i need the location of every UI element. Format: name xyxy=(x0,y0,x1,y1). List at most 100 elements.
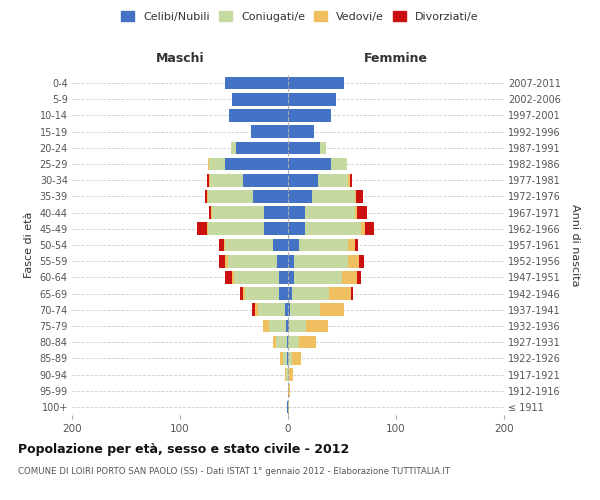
Bar xyxy=(288,142,320,154)
Bar xyxy=(288,288,292,300)
Bar xyxy=(288,190,312,202)
Bar xyxy=(288,126,314,138)
Bar xyxy=(242,174,288,186)
Bar xyxy=(287,336,288,348)
Bar xyxy=(292,288,329,300)
Bar xyxy=(224,238,226,252)
Bar xyxy=(355,238,358,252)
Bar xyxy=(288,158,331,170)
Bar xyxy=(320,142,326,154)
Y-axis label: Anni di nascita: Anni di nascita xyxy=(571,204,580,286)
Bar xyxy=(288,206,305,219)
Bar xyxy=(349,174,350,186)
Bar xyxy=(357,271,361,283)
Bar xyxy=(197,222,207,235)
Bar xyxy=(287,400,288,413)
Bar xyxy=(232,93,288,106)
Text: Popolazione per età, sesso e stato civile - 2012: Popolazione per età, sesso e stato civil… xyxy=(18,442,349,456)
Bar xyxy=(288,304,290,316)
Bar xyxy=(295,255,349,268)
Bar xyxy=(226,77,288,90)
Bar xyxy=(287,352,288,364)
Bar xyxy=(288,368,289,381)
Bar xyxy=(232,271,234,283)
Bar xyxy=(285,304,288,316)
Bar xyxy=(226,255,227,268)
Bar xyxy=(251,126,288,138)
Bar xyxy=(288,255,295,268)
Bar xyxy=(288,222,305,235)
Bar xyxy=(208,190,253,202)
Bar xyxy=(253,190,288,202)
Text: COMUNE DI LOIRI PORTO SAN PAOLO (SS) - Dati ISTAT 1° gennaio 2012 - Elaborazione: COMUNE DI LOIRI PORTO SAN PAOLO (SS) - D… xyxy=(18,468,450,476)
Bar xyxy=(277,255,288,268)
Bar xyxy=(245,288,280,300)
Bar xyxy=(288,174,318,186)
Bar xyxy=(288,400,289,413)
Bar xyxy=(209,158,226,170)
Bar xyxy=(288,384,290,397)
Bar xyxy=(209,206,211,219)
Bar xyxy=(292,352,301,364)
Bar xyxy=(253,304,254,316)
Bar xyxy=(305,206,355,219)
Bar xyxy=(208,222,264,235)
Bar xyxy=(312,190,355,202)
Bar xyxy=(288,109,331,122)
Bar xyxy=(207,222,208,235)
Bar xyxy=(234,271,280,283)
Bar xyxy=(280,271,288,283)
Bar xyxy=(331,158,347,170)
Bar xyxy=(288,238,299,252)
Bar xyxy=(219,255,226,268)
Bar xyxy=(208,158,209,170)
Bar xyxy=(226,158,288,170)
Bar xyxy=(236,142,288,154)
Bar xyxy=(264,222,288,235)
Bar xyxy=(209,174,210,186)
Bar xyxy=(212,206,264,219)
Bar xyxy=(205,190,207,202)
Bar xyxy=(226,271,232,283)
Bar xyxy=(229,109,288,122)
Bar xyxy=(320,304,344,316)
Bar xyxy=(254,304,258,316)
Bar xyxy=(241,288,242,300)
Bar xyxy=(283,352,287,364)
Bar xyxy=(227,255,277,268)
Bar xyxy=(359,255,364,268)
Bar xyxy=(242,288,245,300)
Bar xyxy=(329,288,350,300)
Bar xyxy=(288,271,295,283)
Bar xyxy=(342,271,357,283)
Bar xyxy=(290,304,320,316)
Bar xyxy=(350,288,353,300)
Bar xyxy=(273,336,276,348)
Bar xyxy=(288,336,299,348)
Bar xyxy=(349,238,355,252)
Bar xyxy=(365,222,374,235)
Bar xyxy=(207,174,209,186)
Bar xyxy=(349,255,359,268)
Bar xyxy=(285,368,286,381)
Bar xyxy=(305,222,361,235)
Bar xyxy=(299,336,316,348)
Bar xyxy=(231,142,236,154)
Text: Maschi: Maschi xyxy=(155,52,205,66)
Bar xyxy=(357,206,367,219)
Bar xyxy=(280,288,288,300)
Bar xyxy=(355,190,356,202)
Bar xyxy=(299,238,349,252)
Bar xyxy=(288,93,335,106)
Bar xyxy=(288,77,344,90)
Bar xyxy=(273,238,288,252)
Bar xyxy=(276,336,287,348)
Bar xyxy=(295,271,342,283)
Legend: Celibi/Nubili, Coniugati/e, Vedovi/e, Divorziati/e: Celibi/Nubili, Coniugati/e, Vedovi/e, Di… xyxy=(118,8,482,25)
Bar xyxy=(263,320,269,332)
Bar xyxy=(280,352,283,364)
Bar xyxy=(307,320,328,332)
Bar xyxy=(219,238,224,252)
Bar xyxy=(264,206,288,219)
Bar xyxy=(288,320,289,332)
